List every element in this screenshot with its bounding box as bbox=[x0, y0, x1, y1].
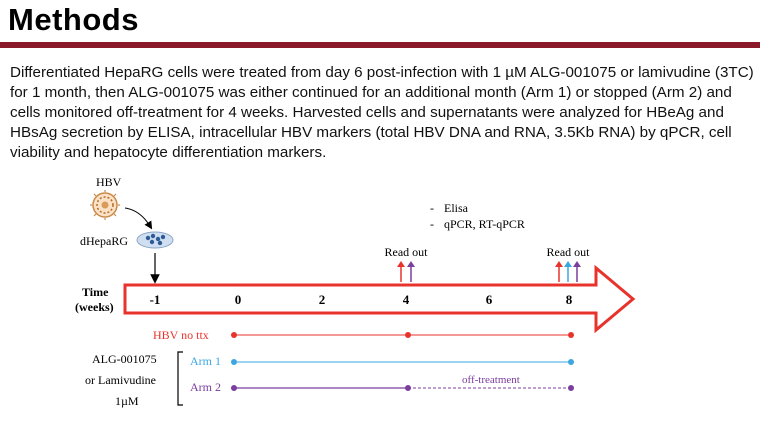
row-label-arm-1: Arm 1 bbox=[190, 354, 221, 368]
cell-dish-icon bbox=[136, 231, 174, 249]
virus-icon bbox=[90, 190, 120, 220]
timepoint-dot bbox=[231, 385, 237, 391]
treatment-label-line2: or Lamivudine bbox=[85, 373, 156, 387]
methods-paragraph: Differentiated HepaRG cells were treated… bbox=[10, 64, 754, 161]
infection-arrow bbox=[124, 207, 153, 230]
assay-bullet: - bbox=[430, 201, 434, 215]
hbv-label: HBV bbox=[96, 175, 122, 189]
assay-bullet: - bbox=[430, 217, 434, 231]
timepoint-dot bbox=[568, 332, 574, 338]
assay-item: qPCR, RT-qPCR bbox=[444, 217, 525, 231]
timepoint-dot bbox=[405, 385, 411, 391]
tick-label: 4 bbox=[403, 292, 410, 307]
treatment-label-line1: ALG-001075 bbox=[92, 352, 157, 366]
timepoint-dot bbox=[568, 359, 574, 365]
timeline-arrow bbox=[123, 264, 636, 334]
weeks-label: (weeks) bbox=[75, 300, 114, 314]
treatment-bracket bbox=[177, 351, 183, 406]
slide-title: Methods bbox=[8, 2, 139, 37]
timepoint-dot bbox=[231, 332, 237, 338]
off-treatment-label: off-treatment bbox=[462, 374, 520, 386]
row-label-hbv-no-ttx: HBV no ttx bbox=[153, 328, 209, 342]
tick-label: 2 bbox=[319, 292, 326, 307]
tick-label: 0 bbox=[235, 292, 242, 307]
tick-label: -1 bbox=[150, 292, 161, 307]
readout-label: Read out bbox=[385, 245, 429, 259]
assay-item: Elisa bbox=[444, 201, 469, 215]
time-label: Time bbox=[82, 285, 109, 299]
tick-label: 6 bbox=[486, 292, 493, 307]
tick-label: 8 bbox=[566, 292, 573, 307]
cells-label: dHepaRG bbox=[80, 234, 128, 248]
treatment-label-line3: 1µM bbox=[115, 394, 139, 408]
readout-label: Read out bbox=[547, 245, 591, 259]
timepoint-dot bbox=[231, 359, 237, 365]
timepoint-dot bbox=[568, 385, 574, 391]
title-underline bbox=[0, 42, 760, 48]
readout-arrows-week4 bbox=[397, 261, 415, 282]
readout-arrows-week8 bbox=[555, 261, 581, 282]
row-label-arm-2: Arm 2 bbox=[190, 380, 221, 394]
timepoint-dot bbox=[405, 332, 411, 338]
